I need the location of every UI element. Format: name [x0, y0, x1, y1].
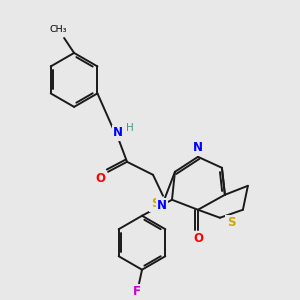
Text: S: S — [151, 197, 159, 210]
Text: F: F — [133, 285, 141, 298]
Text: N: N — [157, 199, 167, 212]
Text: S: S — [227, 216, 235, 229]
Text: O: O — [95, 172, 105, 185]
Text: O: O — [193, 232, 203, 245]
Text: H: H — [126, 123, 134, 133]
Text: CH₃: CH₃ — [50, 26, 67, 34]
Text: N: N — [113, 126, 123, 139]
Text: N: N — [193, 141, 203, 154]
